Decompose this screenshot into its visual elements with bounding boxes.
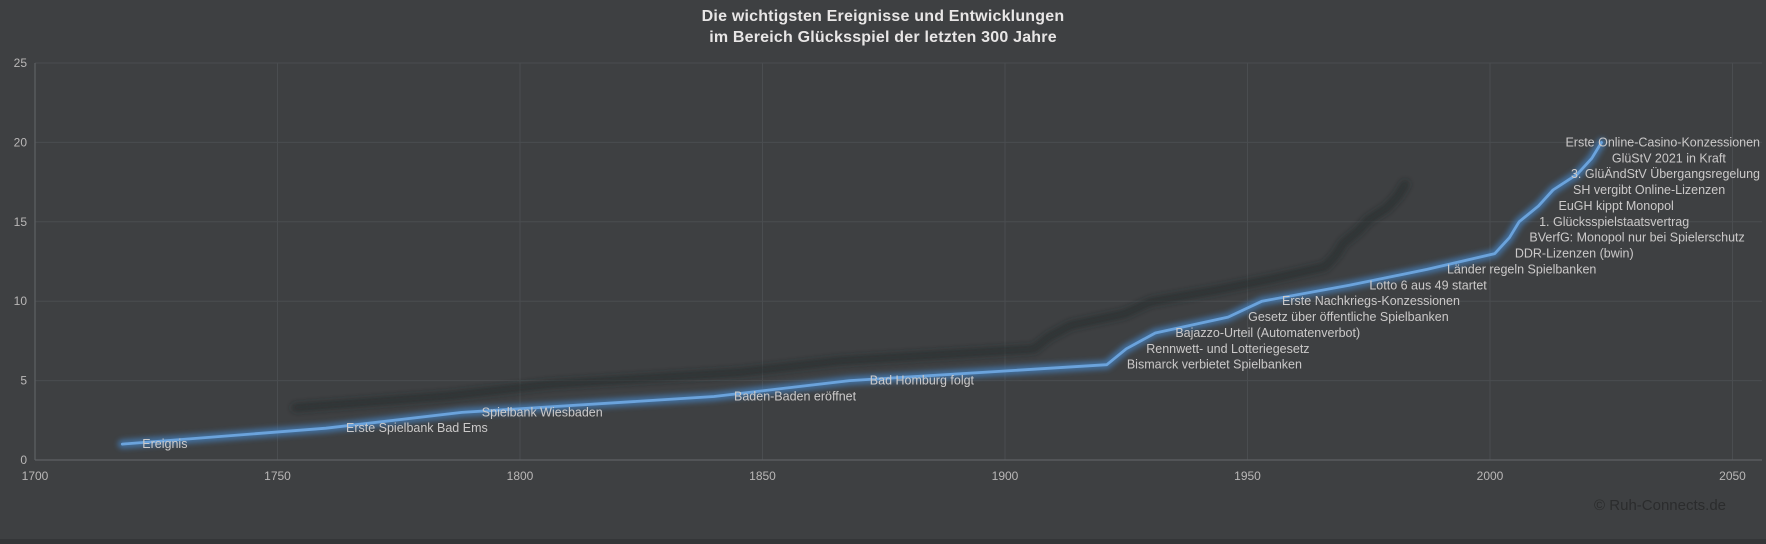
chart-title-line2: im Bereich Glücksspiel der letzten 300 J… xyxy=(709,29,1057,46)
watermark-text: © Ruh-Connects.de xyxy=(1594,497,1726,514)
x-tick-label: 2050 xyxy=(1719,469,1746,483)
event-label: 1. Glücksspielstaatsvertrag xyxy=(1539,215,1689,229)
event-label: Baden-Baden eröffnet xyxy=(734,389,857,403)
y-tick-label: 25 xyxy=(14,56,28,70)
x-tick-label: 1800 xyxy=(507,469,534,483)
event-label: Bajazzo-Urteil (Automatenverbot) xyxy=(1175,326,1360,340)
event-series-shadow xyxy=(291,179,1410,413)
event-label: DDR-Lizenzen (bwin) xyxy=(1515,247,1634,261)
event-label: 3. GlüÄndStV Übergangsregelung xyxy=(1571,167,1760,181)
event-label: SH vergibt Online-Lizenzen xyxy=(1573,183,1725,197)
event-label: BVerfG: Monopol nur bei Spielerschutz xyxy=(1529,231,1744,245)
y-tick-label: 15 xyxy=(14,215,28,229)
event-label: EuGH kippt Monopol xyxy=(1559,199,1674,213)
event-label: Bad Homburg folgt xyxy=(870,374,975,388)
axes xyxy=(34,63,1762,461)
event-label: Erste Online-Casino-Konzessionen xyxy=(1565,135,1760,149)
x-tick-label: 1850 xyxy=(749,469,776,483)
x-tick-label: 2000 xyxy=(1477,469,1504,483)
event-label: Gesetz über öffentliche Spielbanken xyxy=(1248,310,1449,324)
gridlines xyxy=(35,62,1762,460)
y-tick-label: 20 xyxy=(14,135,28,149)
y-tick-label: 5 xyxy=(20,374,27,388)
x-tick-label: 1700 xyxy=(22,469,49,483)
event-label: Rennwett- und Lotteriegesetz xyxy=(1146,342,1309,356)
axis-tick-labels: 0 5 10 15 20 25 1700 1750 1800 1850 1900 1950 2000 20… xyxy=(14,56,1747,483)
event-label: Ereignis xyxy=(142,437,187,451)
event-label: Erste Spielbank Bad Ems xyxy=(346,421,488,435)
chart-title: Die wichtigsten Ereignisse und Entwicklu… xyxy=(0,6,1766,48)
x-tick-label: 1750 xyxy=(264,469,291,483)
shadow-line xyxy=(291,179,1410,413)
event-label: GlüStV 2021 in Kraft xyxy=(1612,151,1726,165)
y-tick-label: 10 xyxy=(14,294,28,308)
event-label: Länder regeln Spielbanken xyxy=(1447,262,1596,276)
bottom-edge-strip xyxy=(0,539,1766,544)
series-core-line xyxy=(120,140,1603,446)
x-tick-label: 1900 xyxy=(992,469,1019,483)
event-label: Spielbank Wiesbaden xyxy=(482,405,603,419)
event-label: Erste Nachkriegs-Konzessionen xyxy=(1282,294,1460,308)
y-tick-label: 0 xyxy=(20,453,27,467)
event-series-line xyxy=(117,137,1606,449)
x-tick-label: 1950 xyxy=(1234,469,1261,483)
event-labels: Ereignis Erste Spielbank Bad Ems Spielbank… xyxy=(142,135,1760,451)
event-label: Bismarck verbietet Spielbanken xyxy=(1127,358,1302,372)
chart-title-line1: Die wichtigsten Ereignisse und Entwicklu… xyxy=(701,8,1065,25)
event-label: Lotto 6 aus 49 startet xyxy=(1369,278,1487,292)
